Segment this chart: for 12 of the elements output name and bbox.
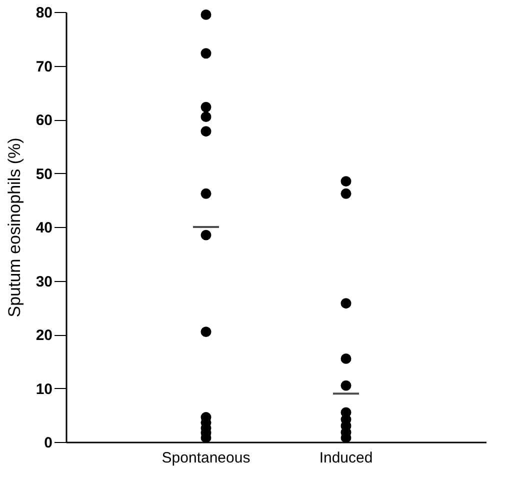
x-tick-label: Spontaneous bbox=[162, 450, 250, 466]
y-tick-label: 70 bbox=[36, 58, 52, 76]
y-tick-label: 0 bbox=[44, 434, 52, 452]
y-tick-label: 80 bbox=[36, 4, 52, 22]
y-tick-label: 60 bbox=[36, 112, 52, 129]
y-tick-label: 10 bbox=[36, 380, 52, 398]
y-tick-label: 40 bbox=[36, 220, 52, 236]
y-tick-label: 30 bbox=[36, 273, 52, 290]
y-axis-title: Sputum eosinophils (%) bbox=[4, 138, 24, 318]
y-tick-label: 20 bbox=[36, 327, 52, 344]
x-tick-label: Induced bbox=[319, 450, 373, 466]
y-tick-label: 50 bbox=[36, 166, 52, 183]
